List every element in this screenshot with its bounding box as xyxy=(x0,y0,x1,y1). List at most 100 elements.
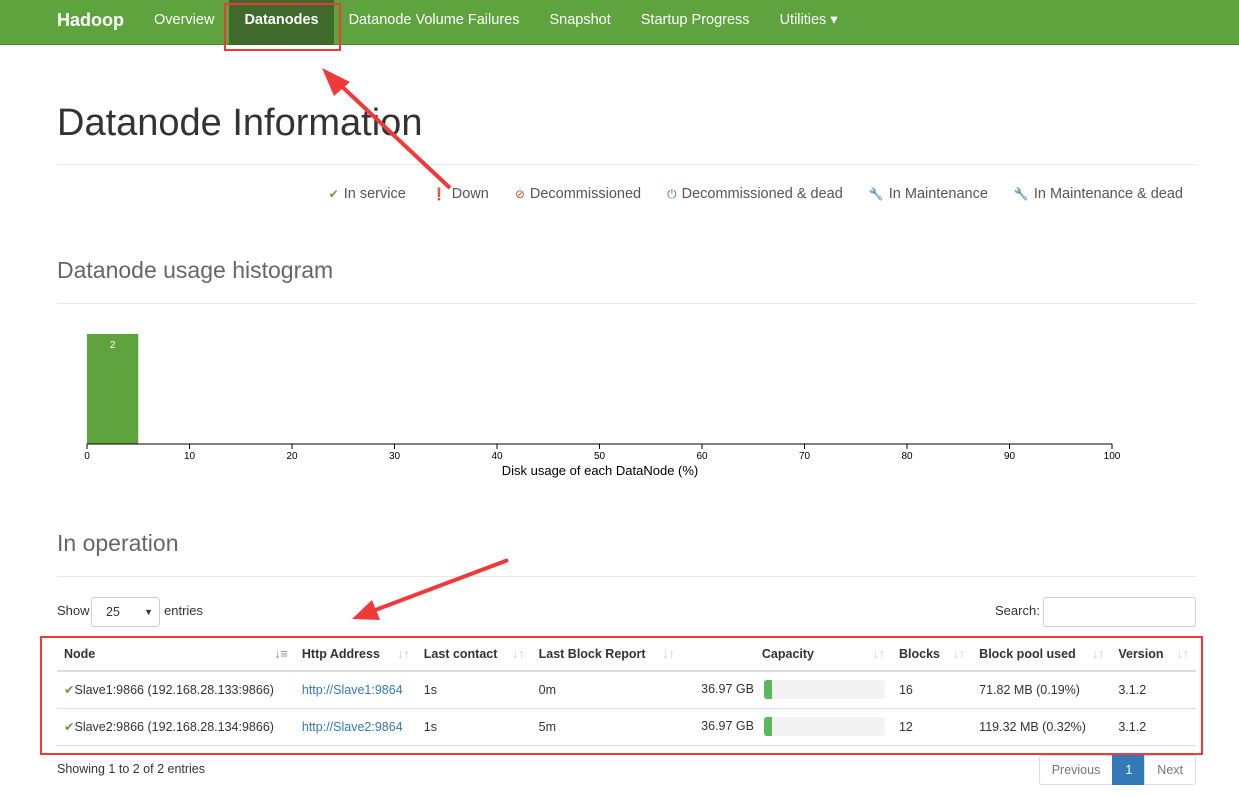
capacity: 36.97 GB xyxy=(681,671,892,709)
nav-utilities[interactable]: Utilities ▾ xyxy=(779,12,838,28)
legend-label: In Maintenance & dead xyxy=(1033,186,1183,202)
legend-item: ⊘ Decommissioned xyxy=(515,186,641,202)
x-tick-label: 80 xyxy=(901,451,913,462)
x-tick-label: 100 xyxy=(1104,451,1121,462)
table-row: ✔Slave1:9866 (192.168.28.133:9866) http:… xyxy=(57,671,1196,709)
wrench-icon: 🔧 xyxy=(1013,187,1029,201)
highlight-box xyxy=(224,3,341,51)
legend-item: 🔧 In Maintenance xyxy=(869,186,988,202)
x-tick-label: 50 xyxy=(594,451,606,462)
col-last-block-report[interactable]: ↓↑ Last Block Report xyxy=(531,638,682,672)
capacity-bar xyxy=(763,717,885,736)
bar-label: 2 xyxy=(110,340,116,351)
nav-overview[interactable]: Overview xyxy=(154,12,215,28)
nav-datanodes[interactable]: Datanodes xyxy=(229,0,334,45)
x-tick-label: 90 xyxy=(1004,451,1016,462)
x-tick-label: 10 xyxy=(184,451,196,462)
ban-icon: ⊘ xyxy=(514,187,525,201)
arrow-line xyxy=(369,558,509,614)
x-axis-label: Disk usage of each DataNode (%) xyxy=(502,463,699,478)
last-block-report: 0m xyxy=(531,671,682,709)
pagination: Previous 1 Next xyxy=(1038,755,1196,785)
block-pool-used: 119.32 MB (0.32%) xyxy=(972,708,1112,746)
x-tick-label: 0 xyxy=(84,451,90,462)
status-legend: ✔ In service ❗ Down ⊘ Decommissioned ⏻ Decommis… xyxy=(329,186,1183,202)
col-blocks[interactable]: ↓↑ Blocks xyxy=(891,638,973,672)
sort-icon: ↓↑ xyxy=(512,647,525,661)
col-last-contact[interactable]: ↓↑ Last contact xyxy=(416,638,532,672)
http-link[interactable]: http://Slave2:9864 xyxy=(301,719,403,734)
http-link[interactable]: http://Slave1:9864 xyxy=(301,682,403,697)
search-input[interactable] xyxy=(1043,597,1196,627)
chevron-down-icon: ▼ xyxy=(144,607,153,617)
table-row: ✔Slave2:9866 (192.168.28.134:9866) http:… xyxy=(57,708,1196,746)
previous-button[interactable]: Previous xyxy=(1038,755,1114,785)
version: 3.1.2 xyxy=(1111,671,1196,709)
table-info: Showing 1 to 2 of 2 entries xyxy=(57,762,206,776)
col-http[interactable]: ↓↑ Http Address xyxy=(294,638,417,672)
show-label: Show xyxy=(57,603,90,618)
in-service-icon: ✔ xyxy=(64,683,75,698)
nav-snapshot[interactable]: Snapshot xyxy=(549,12,611,28)
sort-desc-icon: ↓≡ xyxy=(274,647,288,661)
legend-label: In service xyxy=(343,186,406,202)
x-tick-label: 70 xyxy=(799,451,811,462)
version: 3.1.2 xyxy=(1111,708,1196,746)
sort-icon: ↓↑ xyxy=(872,647,885,661)
legend-item: ✔ In service xyxy=(329,186,406,202)
capacity-value: 36.97 GB xyxy=(701,682,754,697)
legend-item: ❗ Down xyxy=(432,186,489,202)
col-capacity[interactable]: ↓↑ Capacity xyxy=(681,638,892,672)
blocks: 12 xyxy=(891,708,973,746)
x-tick-label: 60 xyxy=(696,451,708,462)
highlight-box xyxy=(40,636,1203,755)
sort-icon: ↓↑ xyxy=(1091,647,1105,661)
page-size-value: 25 xyxy=(106,605,120,619)
block-pool-used: 71.82 MB (0.19%) xyxy=(972,671,1112,709)
legend-item: 🔧 In Maintenance & dead xyxy=(1014,186,1183,202)
node-name: Slave1:9866 (192.168.28.133:9866) xyxy=(74,683,274,698)
search-label: Search: xyxy=(995,603,1040,618)
col-node[interactable]: ↓≡ Node xyxy=(57,638,295,672)
col-block-pool[interactable]: ↓↑ Block pool used xyxy=(972,638,1112,672)
last-contact: 1s xyxy=(416,708,532,746)
nav-startup-progress[interactable]: Startup Progress xyxy=(640,12,750,28)
col-version[interactable]: ↓↑ Version xyxy=(1111,638,1196,672)
next-button[interactable]: Next xyxy=(1144,755,1196,785)
legend-label: In Maintenance xyxy=(888,186,988,202)
page-1-button[interactable]: 1 xyxy=(1112,755,1146,785)
in-service-icon: ✔ xyxy=(64,720,75,734)
nav-volume-failures[interactable]: Datanode Volume Failures xyxy=(348,12,520,28)
x-tick-label: 20 xyxy=(286,451,298,462)
check-icon: ✔ xyxy=(328,187,339,201)
sort-icon: ↓↑ xyxy=(662,647,675,661)
wrench-icon: 🔧 xyxy=(868,187,884,201)
legend-label: Down xyxy=(451,186,489,202)
arrow-head xyxy=(352,600,380,620)
sort-icon: ↓↑ xyxy=(397,647,410,661)
entries-label: entries xyxy=(164,603,204,618)
last-contact: 1s xyxy=(416,671,532,709)
last-block-report: 5m xyxy=(531,708,682,746)
arrow-head xyxy=(322,68,350,96)
datanode-table: ↓≡ Node ↓↑ Http Address ↓↑ Last contact ↓↑ L… xyxy=(57,638,1196,746)
legend-label: Decommissioned & dead xyxy=(681,186,843,202)
x-tick-label: 40 xyxy=(491,451,503,462)
capacity-value: 36.97 GB xyxy=(701,718,754,733)
capacity-bar xyxy=(763,680,885,700)
x-tick-label: 30 xyxy=(389,451,401,462)
capacity: 36.97 GB xyxy=(681,708,892,746)
histogram-bar xyxy=(87,334,139,444)
exclamation-circle-icon: ❗ xyxy=(431,187,447,201)
legend-label: Decommissioned xyxy=(529,186,642,202)
node-name: Slave2:9866 (192.168.28.134:9866) xyxy=(74,720,274,734)
brand[interactable]: Hadoop xyxy=(57,10,124,30)
legend-item: ⏻ Decommissioned & dead xyxy=(667,186,843,202)
operation-title: In operation xyxy=(57,530,179,556)
page-size-select[interactable]: 25 ▼ xyxy=(91,597,160,627)
histogram-title: Datanode usage histogram xyxy=(57,257,334,283)
sort-icon: ↓↑ xyxy=(952,647,966,661)
navbar: Hadoop Overview Datanodes Datanode Volum… xyxy=(0,0,1239,45)
power-icon: ⏻ xyxy=(667,187,677,201)
